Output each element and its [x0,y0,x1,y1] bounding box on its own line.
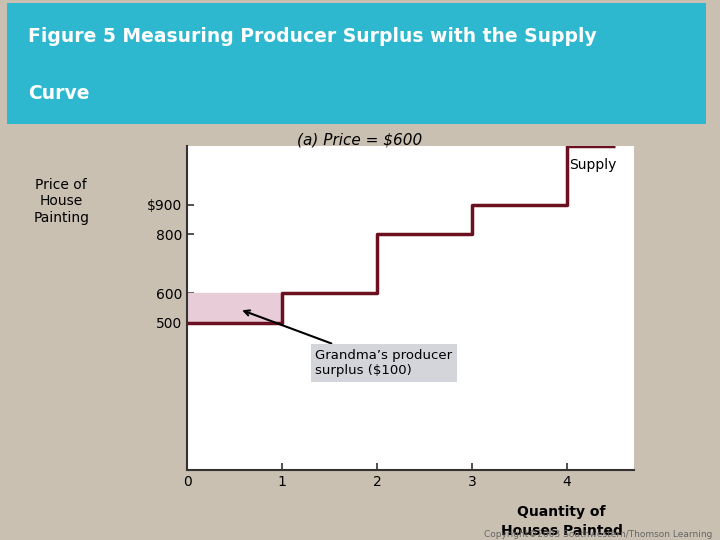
Text: Quantity of: Quantity of [518,505,606,519]
Text: Figure 5 Measuring Producer Surplus with the Supply: Figure 5 Measuring Producer Surplus with… [28,27,597,46]
FancyBboxPatch shape [0,0,720,131]
Text: Supply: Supply [569,158,616,172]
Text: Copyright©2003 Southwestern/Thomson Learning: Copyright©2003 Southwestern/Thomson Lear… [485,530,713,539]
Text: (a) Price = $600: (a) Price = $600 [297,132,423,147]
Text: Curve: Curve [28,84,90,103]
Polygon shape [187,293,282,322]
Text: Price of
House
Painting: Price of House Painting [33,178,89,225]
Text: Houses Painted: Houses Painted [500,524,623,538]
Text: Grandma’s producer
surplus ($100): Grandma’s producer surplus ($100) [244,310,453,377]
